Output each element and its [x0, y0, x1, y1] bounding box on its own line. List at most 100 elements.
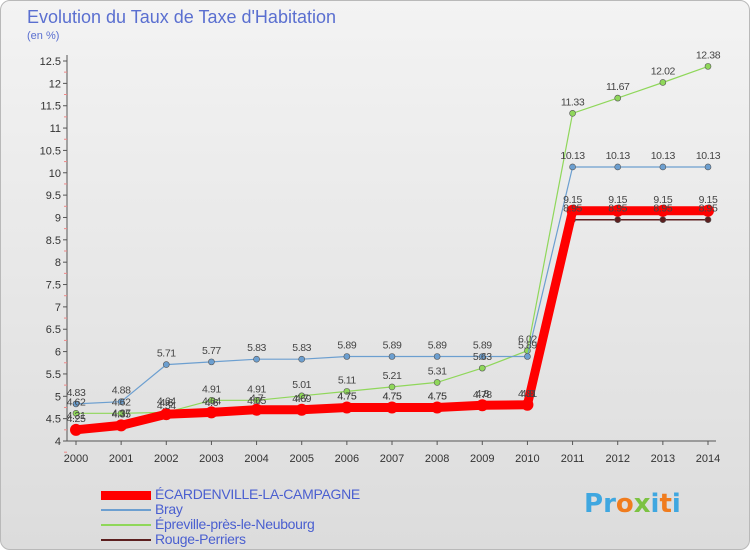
data-label: 9.15 — [699, 194, 718, 206]
data-point — [162, 361, 170, 368]
data-point — [659, 163, 667, 171]
data-point — [340, 401, 353, 414]
data-label: 5.77 — [202, 345, 221, 357]
data-point — [386, 401, 398, 414]
data-label: 10.13 — [560, 150, 585, 162]
data-label: 8.95 — [563, 203, 582, 215]
data-label: 6.02 — [518, 334, 537, 346]
data-point — [476, 399, 489, 412]
y-tick-label: 9.5 — [46, 190, 61, 202]
data-label: 4.75 — [337, 390, 356, 402]
data-label: 4.31 — [67, 410, 86, 422]
data-point — [524, 353, 531, 360]
x-tick-label: 2000 — [64, 453, 88, 465]
data-label: 4.91 — [202, 383, 221, 395]
data-label: 10.13 — [606, 150, 631, 162]
data-label: 11.33 — [561, 96, 585, 108]
data-label: 8.95 — [608, 203, 627, 215]
data-point — [72, 409, 80, 417]
data-point — [117, 398, 125, 405]
data-label: 4.62 — [112, 396, 131, 408]
legend-swatch — [101, 490, 151, 500]
y-tick-label: 6.5 — [46, 324, 61, 336]
data-point — [614, 94, 622, 102]
data-label: 10.13 — [651, 150, 676, 162]
x-tick-label: 2008 — [425, 453, 449, 465]
data-label: 12.02 — [651, 65, 676, 77]
data-label: 4.62 — [67, 396, 86, 408]
y-tick-label: 9 — [55, 212, 61, 224]
data-label: 4.37 — [112, 407, 131, 419]
data-point — [521, 398, 534, 411]
data-label: 4.75 — [383, 390, 402, 402]
data-label: 4.75 — [383, 390, 402, 402]
data-point — [253, 397, 260, 404]
data-label: 5.01 — [292, 379, 311, 391]
logo-letter: x — [633, 489, 651, 519]
x-tick-label: 2011 — [561, 453, 585, 465]
data-point — [569, 110, 576, 117]
series-line — [76, 65, 709, 414]
legend-swatch — [101, 539, 151, 541]
data-label: 4.81 — [518, 388, 537, 400]
data-point — [115, 419, 128, 432]
data-label: 4.7 — [295, 393, 309, 405]
data-label: 11.67 — [606, 81, 630, 93]
x-tick-label: 2010 — [515, 453, 539, 465]
data-label: 4.8 — [521, 388, 535, 400]
data-point — [659, 79, 667, 86]
data-point — [566, 204, 579, 217]
y-tick-label: 11.5 — [40, 101, 61, 113]
data-point — [208, 358, 215, 366]
data-label: 5.83 — [247, 342, 266, 354]
x-tick-label: 2013 — [651, 453, 675, 465]
data-point — [614, 163, 622, 171]
data-label: 9.15 — [563, 194, 582, 206]
data-label: 5.89 — [518, 340, 537, 352]
y-tick-label: 5.5 — [46, 369, 61, 381]
logo-letter: t — [659, 489, 672, 519]
x-tick-label: 2002 — [154, 453, 178, 465]
data-label: 4.91 — [247, 383, 266, 395]
series--preville-pr-s-le-neubourg — [72, 63, 712, 417]
data-label: 4.64 — [157, 395, 176, 407]
data-point — [72, 400, 80, 408]
y-tick-label: 7.5 — [46, 280, 61, 292]
x-tick-label: 2007 — [380, 453, 404, 465]
data-point — [343, 353, 351, 360]
y-tick-label: 6 — [55, 347, 61, 359]
data-point — [253, 355, 260, 363]
chart-title: Evolution du Taux de Taxe d'Habitation — [27, 7, 336, 27]
data-point — [704, 163, 712, 171]
data-point — [388, 383, 396, 391]
data-label: 12.38 — [696, 49, 721, 61]
data-point — [70, 423, 82, 436]
data-label: 8.95 — [699, 203, 718, 215]
data-label: 4.6 — [160, 397, 174, 409]
data-label: 4.35 — [112, 408, 131, 420]
logo-letter: i — [650, 489, 660, 519]
data-label: 9.15 — [608, 194, 627, 206]
data-label: 5.31 — [428, 365, 447, 377]
data-point — [388, 353, 396, 360]
data-point — [702, 204, 714, 217]
x-tick-label: 2014 — [696, 453, 720, 465]
data-label: 4.65 — [247, 395, 266, 407]
data-label: 5.89 — [383, 340, 402, 352]
data-label: 5.89 — [428, 340, 447, 352]
logo-letter: i — [671, 489, 681, 519]
data-point — [478, 364, 486, 372]
data-point — [250, 403, 263, 416]
data-label: 4.75 — [428, 390, 447, 402]
data-point — [298, 392, 306, 400]
logo-letter: o — [615, 489, 634, 519]
data-point — [431, 401, 444, 414]
data-label: 5.83 — [292, 342, 311, 354]
data-point — [433, 379, 441, 386]
data-label: 5.89 — [337, 340, 356, 352]
data-label: 4.54 — [157, 400, 176, 412]
legend-item: Bray — [101, 501, 421, 517]
y-tick-label: 10.5 — [40, 145, 61, 157]
x-tick-label: 2004 — [244, 453, 268, 465]
data-point — [569, 163, 576, 171]
